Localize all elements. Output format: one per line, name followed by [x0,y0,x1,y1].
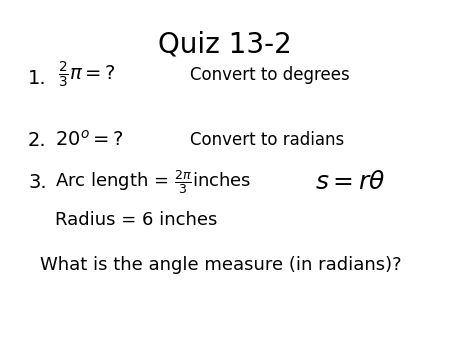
Text: What is the angle measure (in radians)?: What is the angle measure (in radians)? [40,256,401,274]
Text: $20^{o} = ?$: $20^{o} = ?$ [55,130,124,150]
Text: Quiz 13-2: Quiz 13-2 [158,30,292,58]
Text: 2.: 2. [28,130,47,149]
Text: 1.: 1. [28,69,47,88]
Text: $\frac{2}{3}\pi = ?$: $\frac{2}{3}\pi = ?$ [58,60,116,90]
Text: 3.: 3. [28,172,47,192]
Text: Arc length = $\frac{2\pi}{3}$inches: Arc length = $\frac{2\pi}{3}$inches [55,168,252,196]
Text: Convert to radians: Convert to radians [190,131,344,149]
Text: $s = r\theta$: $s = r\theta$ [315,170,386,194]
Text: Radius = 6 inches: Radius = 6 inches [55,211,217,229]
Text: Convert to degrees: Convert to degrees [190,66,350,84]
